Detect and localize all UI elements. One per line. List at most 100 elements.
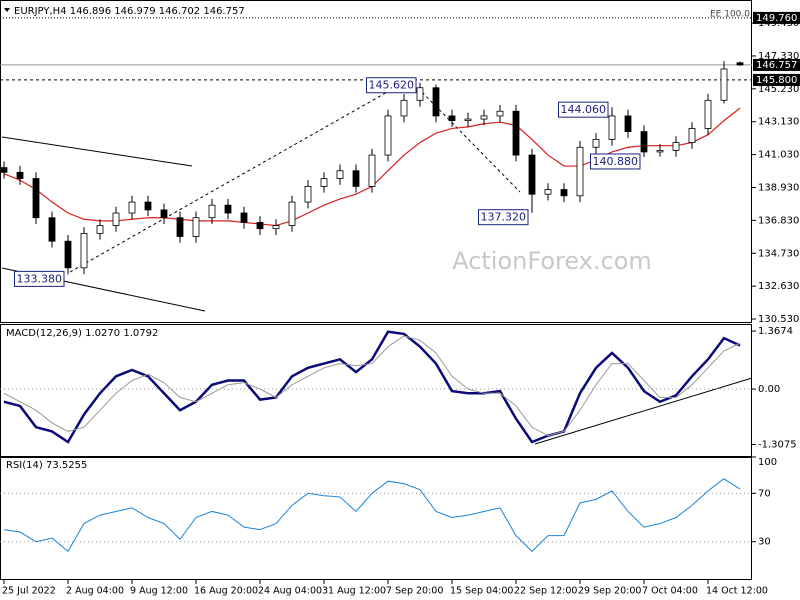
candle-body <box>128 201 136 214</box>
indicator-line <box>3 478 741 553</box>
annotation-box <box>590 153 641 170</box>
annotation: 140.880 <box>590 153 641 170</box>
annotation-box <box>14 270 65 287</box>
annotation: 133.380 <box>14 270 65 287</box>
annotation-label: 133.380 <box>17 272 63 285</box>
panel-title: MACD(12,26,9) 1.0270 1.0792 <box>6 328 158 339</box>
indicator-value: 73.5255 <box>46 460 87 471</box>
candle-body <box>464 118 472 122</box>
x-tick-label: 7 Sep 20:00 <box>386 586 443 597</box>
x-tick-label: 29 Sep 20:00 <box>578 586 641 597</box>
candle-body <box>448 115 456 122</box>
y-tick-label: 136.830 <box>758 215 799 226</box>
candle-body <box>256 222 264 230</box>
y-tick-label: 130.530 <box>758 314 799 325</box>
x-tick-label: 7 Oct 04:00 <box>642 586 698 597</box>
x-tick-label: 2 Aug 04:00 <box>66 586 124 597</box>
x-tick-label: 24 Aug 04:00 <box>258 586 322 597</box>
header-icon <box>4 8 10 12</box>
candle-body <box>432 87 440 117</box>
candle-body <box>656 149 664 153</box>
candle-body <box>64 240 72 269</box>
candle-body <box>176 217 184 237</box>
x-tick-label: 25 Jul 2022 <box>2 586 56 597</box>
candle-body <box>528 154 536 195</box>
x-tick-label: 15 Sep 04:00 <box>450 586 513 597</box>
open-value: 146.896 <box>70 6 111 17</box>
annotation-box <box>478 209 529 226</box>
y-tick-label: 0.00 <box>758 384 780 395</box>
annotation: 137.320 <box>478 209 529 226</box>
y-tick-label: -1.3075 <box>758 439 797 450</box>
candle-body <box>32 178 40 219</box>
annotation-box <box>366 77 417 94</box>
candle-body <box>48 217 56 242</box>
annotation-box <box>558 101 609 118</box>
candle-body <box>320 178 328 187</box>
x-tick-label: 16 Aug 20:00 <box>194 586 258 597</box>
candle-body <box>544 189 552 195</box>
indicator-value: 1.0792 <box>123 328 158 339</box>
candle-body <box>80 232 88 269</box>
candle-body <box>608 115 616 140</box>
candle-body <box>304 185 312 203</box>
candle-body <box>496 110 504 117</box>
y-tick-label: 134.730 <box>758 248 799 259</box>
trendline <box>1 136 193 167</box>
y-tick-label: 138.930 <box>758 182 799 193</box>
panel-title: RSI(14) 73.5255 <box>6 460 87 471</box>
candle-body <box>672 142 680 151</box>
indicator-name: RSI(14) <box>6 460 43 471</box>
annotation-label: 140.880 <box>593 155 639 168</box>
y-tick-label: 145.230 <box>758 84 799 95</box>
candle-body <box>400 99 408 117</box>
level-note: EE 100.0 <box>710 9 750 19</box>
candle-body <box>352 170 360 187</box>
candle-body <box>272 225 280 230</box>
price-label: 149.760 <box>756 13 797 24</box>
x-tick-label: 14 Oct 12:00 <box>706 586 768 597</box>
x-tick-label: 9 Aug 12:00 <box>130 586 188 597</box>
candle-body <box>688 128 696 143</box>
price-label-box <box>753 73 800 86</box>
candle-body <box>96 225 104 234</box>
x-tick-label: 31 Aug 12:00 <box>322 586 386 597</box>
candle-body <box>192 217 200 237</box>
candle-body <box>384 115 392 156</box>
candle-body <box>576 146 584 197</box>
candle-body <box>416 87 424 101</box>
macd-panel <box>0 324 752 457</box>
y-tick-label: 30 <box>758 537 771 548</box>
candle-body <box>592 139 600 148</box>
close-value: 146.757 <box>203 6 244 17</box>
y-tick-label: 132.630 <box>758 281 799 292</box>
rsi-panel <box>0 457 752 580</box>
y-tick-label: 147.330 <box>758 51 799 62</box>
candle-body <box>0 167 8 173</box>
annotation-label: 137.320 <box>481 211 527 224</box>
candle-body <box>224 204 232 214</box>
price-label: 145.800 <box>756 75 797 86</box>
price-label-box <box>753 58 800 71</box>
y-tick-label: 100 <box>758 457 777 468</box>
candle-body <box>720 68 728 101</box>
candle-body <box>336 170 344 179</box>
symbol: EURJPY,H4 <box>14 6 67 17</box>
candle-body <box>144 201 152 211</box>
annotation-label: 145.620 <box>369 79 415 92</box>
candle-body <box>640 131 648 153</box>
candle-body <box>512 110 520 156</box>
low-value: 146.702 <box>159 6 200 17</box>
candle-body <box>704 99 712 129</box>
annotation-label: 144.060 <box>561 103 607 116</box>
candle-body <box>736 62 744 66</box>
price-label-box <box>753 11 800 24</box>
candle-body <box>112 212 120 226</box>
candle-body <box>208 204 216 219</box>
annotation: 144.060 <box>558 101 609 118</box>
candle-body <box>560 189 568 197</box>
indicator-line <box>3 335 741 437</box>
